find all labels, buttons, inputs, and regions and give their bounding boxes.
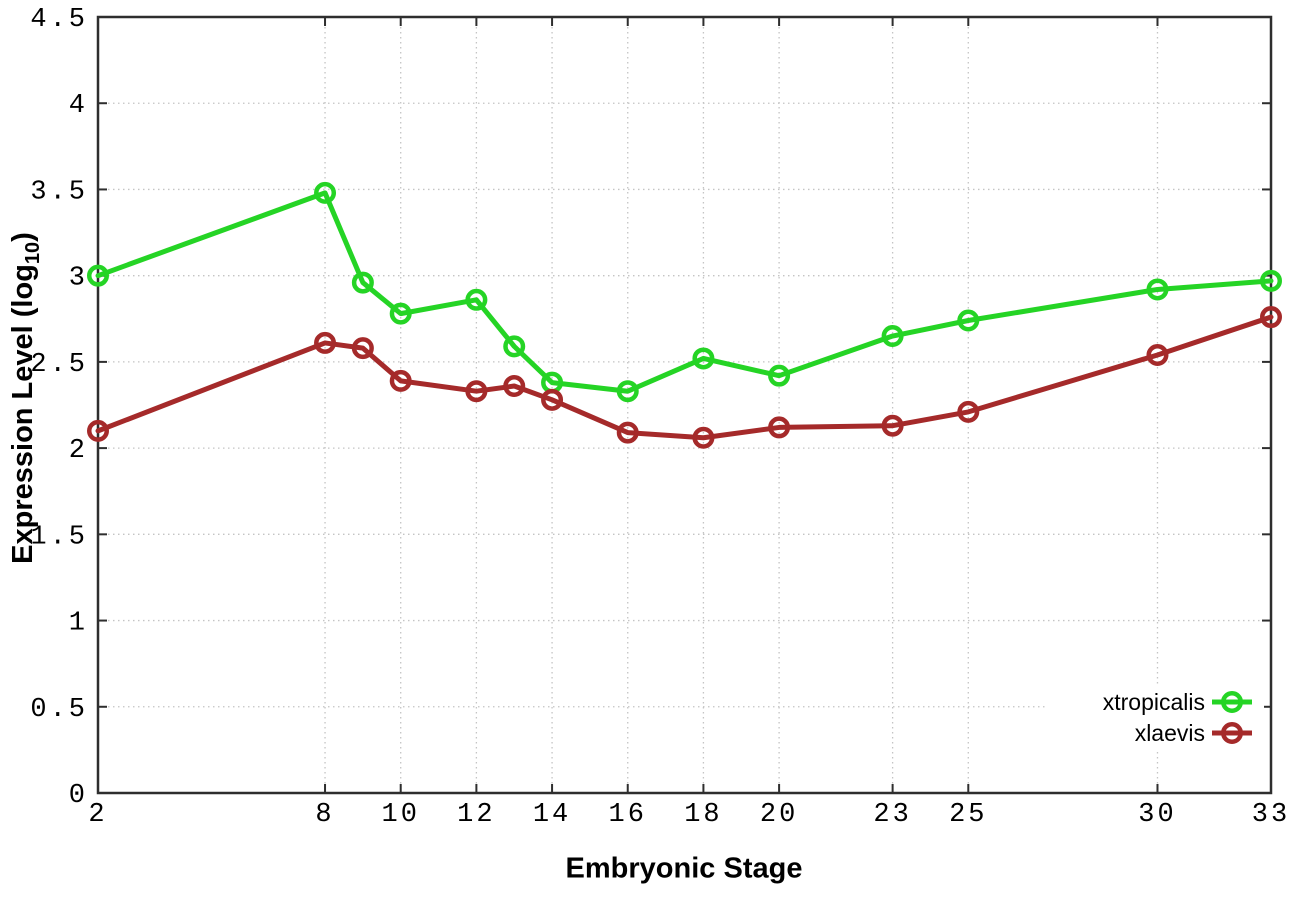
data-point-xtropicalis [616,380,639,403]
x-tick-label: 12 [457,800,495,830]
y-tick-label: 1.5 [30,522,88,552]
x-tick-label: 25 [949,800,987,830]
y-tick-label: 4 [69,91,88,121]
data-point-xlaevis [1146,343,1169,366]
data-point-xtropicalis [351,271,374,294]
legend-marker-xlaevis [1221,722,1243,744]
y-tick-label: 3.5 [30,177,88,207]
legend-label-xtropicalis: xtropicalis [1103,689,1205,715]
y-axis-title: Expression Level (log10) [7,232,45,564]
data-point-xlaevis [503,375,526,398]
data-point-xlaevis [351,337,374,360]
data-point-xlaevis [957,400,980,423]
data-point-xtropicalis [692,347,715,370]
legend-marker-xtropicalis [1221,691,1243,713]
data-point-xtropicalis [881,325,904,348]
data-point-xtropicalis [1146,278,1169,301]
data-point-xlaevis [768,416,791,439]
y-tick-label: 2 [69,436,88,466]
data-point-xtropicalis [957,309,980,332]
data-point-xtropicalis [768,364,791,387]
data-point-xtropicalis [465,288,488,311]
x-tick-label: 14 [533,800,571,830]
data-point-xtropicalis [1260,269,1282,292]
data-point-xlaevis [692,426,715,449]
y-tick-label: 4.5 [30,5,88,35]
y-tick-label: 1 [69,609,88,639]
y-tick-label: 3 [69,264,88,294]
data-point-xlaevis [389,369,412,392]
x-tick-label: 33 [1252,800,1290,830]
data-point-xtropicalis [314,181,337,204]
x-tick-label: 2 [88,800,107,830]
x-axis-title: Embryonic Stage [565,852,803,885]
y-tick-label: 0 [69,781,88,811]
x-tick-label: 30 [1138,800,1176,830]
y-axis-title-subscript: 10 [21,241,44,265]
x-tick-label: 18 [684,800,722,830]
data-point-xlaevis [87,419,109,442]
data-point-xtropicalis [389,302,412,325]
data-point-xtropicalis [87,264,109,287]
plot-border [96,15,1273,795]
y-tick-label: 2.5 [30,350,88,380]
data-point-xlaevis [541,388,564,411]
data-point-xtropicalis [503,335,526,358]
data-point-xlaevis [881,414,904,437]
x-tick-label: 16 [609,800,647,830]
data-point-xlaevis [1260,306,1282,329]
x-tick-label: 23 [873,800,911,830]
data-point-xlaevis [616,421,639,444]
y-axis-title-main: Expression Level (log [7,264,40,564]
y-axis-title-close: ) [7,232,40,242]
data-point-xlaevis [314,331,337,354]
x-tick-label: 10 [382,800,420,830]
y-tick-label: 0.5 [30,695,88,725]
data-point-xlaevis [465,380,488,403]
x-tick-label: 8 [315,800,334,830]
x-tick-label: 20 [760,800,798,830]
legend-label-xlaevis: xlaevis [1135,720,1205,746]
